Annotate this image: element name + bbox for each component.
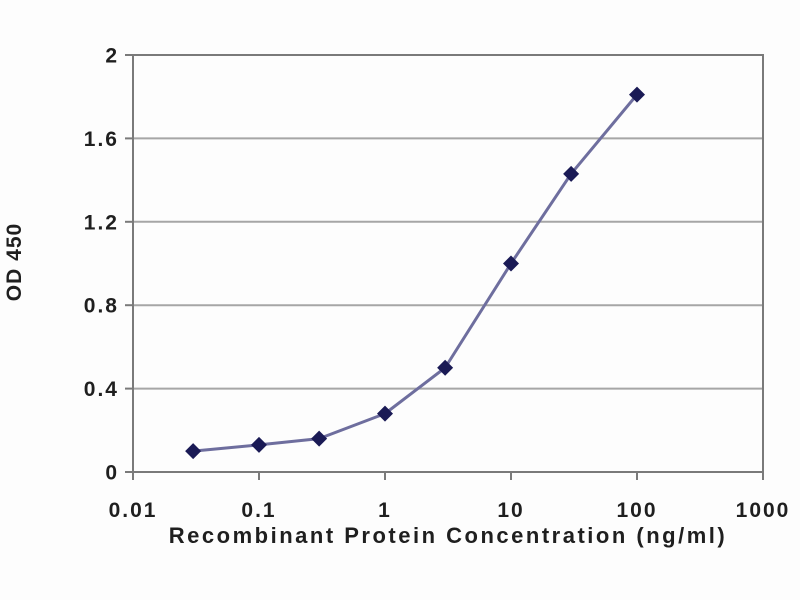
x-tick-label: 100 xyxy=(616,499,657,522)
y-tick-label: 0.8 xyxy=(84,295,119,318)
x-tick-label: 1000 xyxy=(736,499,791,522)
data-point-marker xyxy=(629,86,645,103)
plot-frame xyxy=(132,54,764,473)
y-tick-label: 0 xyxy=(105,462,119,485)
x-tick-label: 1 xyxy=(378,499,392,522)
y-tick-label: 0.4 xyxy=(84,378,119,401)
y-tick-label: 1.2 xyxy=(84,211,119,234)
plot-region: 0 0.4 0.8 1.2 1.6 2 0.01 0.1 1 10 100 1000 xyxy=(84,45,791,523)
data-point-marker xyxy=(311,430,328,447)
data-point-marker xyxy=(185,443,202,460)
y-tick-label: 1.6 xyxy=(84,128,119,151)
x-tick-label: 10 xyxy=(497,499,524,522)
x-tick-label: 0.01 xyxy=(109,499,158,522)
data-point-marker xyxy=(563,165,580,182)
x-tick-label: 0.1 xyxy=(241,499,276,522)
data-point-marker xyxy=(377,405,393,422)
data-point-marker xyxy=(503,255,519,272)
y-axis-title: OD 450 xyxy=(3,223,26,301)
data-point-marker xyxy=(251,436,267,453)
data-point-marker xyxy=(437,359,454,376)
series-line xyxy=(191,93,639,453)
x-axis-title: Recombinant Protein Concentration (ng/ml… xyxy=(169,523,727,548)
y-tick-label: 2 xyxy=(105,45,119,68)
